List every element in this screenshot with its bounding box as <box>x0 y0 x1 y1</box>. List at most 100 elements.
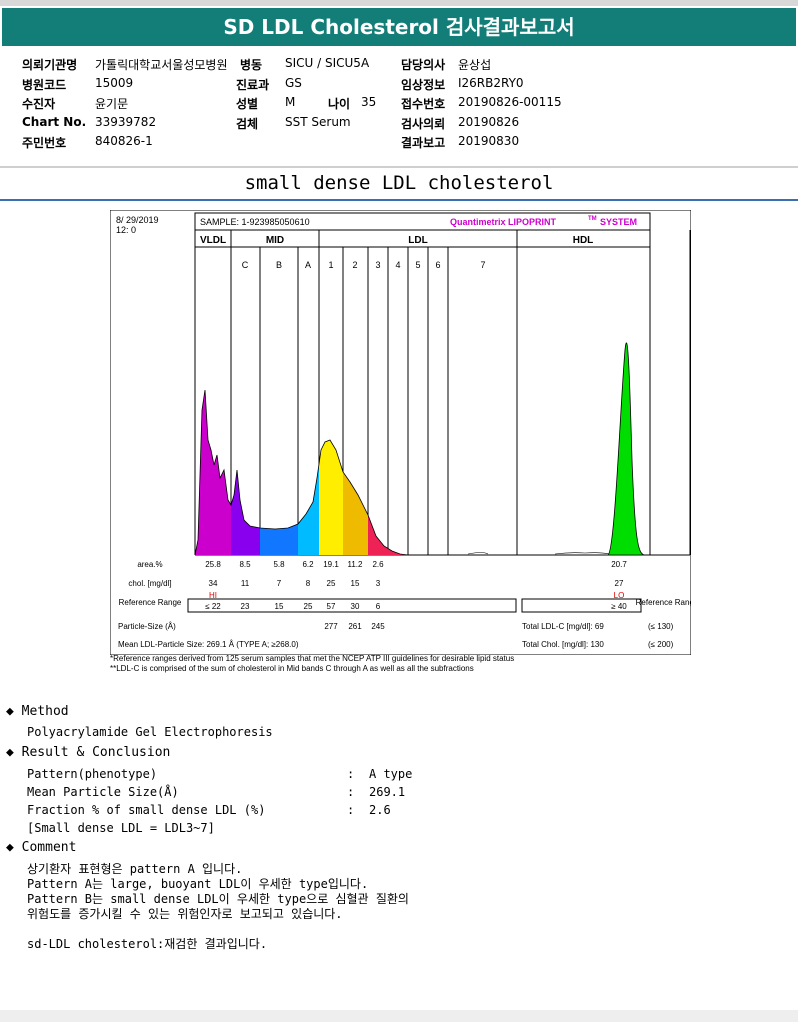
comment-line: 위험도를 증가시킬 수 있는 위험인자로 보고되고 있습니다. <box>27 907 343 921</box>
lipoprint-svg: 8/ 29/2019 12: 0 SAMPLE: 1-923985050610 … <box>109 209 699 656</box>
info-label: 수진자 <box>22 97 56 111</box>
result-note: [Small dense LDL = LDL3~7] <box>27 821 215 835</box>
row-label-ref: Reference Range <box>119 598 182 607</box>
group-label-vldl: VLDL <box>200 235 226 246</box>
ref-value: ≤ 22 <box>205 602 221 611</box>
row-label-area: area.% <box>137 560 162 569</box>
patient-info: 의뢰기관명 가톨릭대학교서울성모병원 병원코드 15009 수진자 윤기문 Ch… <box>0 52 798 162</box>
row-label-psize: Particle-Size (Å) <box>118 622 176 631</box>
info-label: 검사의뢰 <box>401 117 446 131</box>
chol-value: 8 <box>306 579 311 588</box>
info-value: 20190826-00115 <box>458 95 562 109</box>
info-label: 검체 <box>236 117 259 131</box>
area-value: 8.5 <box>239 560 251 569</box>
report-subtitle: small dense LDL cholesterol <box>244 172 554 194</box>
row-label-mean: Mean LDL-Particle Size: 269.1 Å (TYPE A;… <box>118 640 299 649</box>
result-heading: ◆ Result & Conclusion <box>6 745 171 760</box>
info-label: 임상정보 <box>401 78 446 92</box>
ref-value: 23 <box>241 602 250 611</box>
result-value: A type <box>369 767 413 781</box>
info-value: 윤상섭 <box>458 58 492 72</box>
band-label-6: 6 <box>435 260 440 270</box>
result-colon: : <box>347 767 355 781</box>
group-label-hdl: HDL <box>573 235 594 246</box>
trace-mid-a <box>298 464 319 555</box>
info-label: 병원코드 <box>22 78 67 92</box>
trace-vldl <box>195 390 231 555</box>
info-label: 성별 <box>236 97 259 111</box>
result-colon: : <box>347 785 355 799</box>
info-label: 나이 <box>328 97 351 111</box>
info-value: GS <box>285 76 302 90</box>
flag-lo: LO <box>614 591 625 600</box>
info-label: 결과보고 <box>401 136 446 150</box>
area-value: 2.6 <box>372 560 384 569</box>
bottom-bar <box>0 1010 798 1022</box>
info-value: SST Serum <box>285 115 351 129</box>
chol-value: 25 <box>327 579 336 588</box>
brand-system: SYSTEM <box>600 217 637 227</box>
group-label-ldl: LDL <box>408 235 427 246</box>
trace-hdl <box>606 342 645 556</box>
total-chol: Total Chol. [mg/dl]: 130 <box>522 640 604 649</box>
area-value: 11.2 <box>348 560 364 569</box>
area-value: 25.8 <box>205 560 221 569</box>
top-stripe <box>0 0 798 6</box>
info-label: 접수번호 <box>401 97 446 111</box>
trace-mid-c <box>231 470 260 555</box>
trace-ldl2 <box>343 472 368 555</box>
info-label: 병동 <box>240 58 263 72</box>
flag-hi: HI <box>209 591 217 600</box>
ref-box-hdl <box>521 598 642 613</box>
sample-box <box>194 212 651 231</box>
info-label: 주민번호 <box>22 136 67 150</box>
info-value: I26RB2RY0 <box>458 76 524 90</box>
comment-line: Pattern B는 small dense LDL이 우세한 type으로 심… <box>27 892 409 906</box>
group-label-mid: MID <box>266 235 284 246</box>
trace-outline <box>194 389 409 556</box>
info-value: 윤기문 <box>95 97 129 111</box>
result-value: 2.6 <box>369 803 391 817</box>
chol-value: 34 <box>209 579 218 588</box>
data-table: area.% chol. [mg/dl] Reference Range Ref… <box>118 560 699 649</box>
particle-size-value: 277 <box>324 622 338 631</box>
row-label-chol: chol. [mg/dl] <box>128 579 171 588</box>
ref-box-ldl <box>187 598 517 613</box>
result-label: Fraction % of small dense LDL (%) <box>27 803 266 817</box>
info-label: Chart No. <box>22 115 87 129</box>
band-label-4: 4 <box>395 260 400 270</box>
info-value: 840826-1 <box>95 134 153 148</box>
ref-value: ≥ 40 <box>611 602 627 611</box>
band-label-b: B <box>276 260 282 270</box>
chart-date: 8/ 29/2019 <box>116 215 159 225</box>
comment-heading: ◆ Comment <box>6 840 77 855</box>
chol-value: 11 <box>241 579 250 588</box>
comment-line: sd-LDL cholesterol:재검한 결과입니다. <box>27 937 268 951</box>
row-label-ref-right: Reference Range <box>636 598 691 607</box>
info-value: 20190826 <box>458 115 520 129</box>
result-value: 269.1 <box>369 785 406 799</box>
brand-name: Quantimetrix LIPOPRINT <box>450 217 557 227</box>
ref-value: 6 <box>376 602 381 611</box>
lipoprint-chart: 8/ 29/2019 12: 0 SAMPLE: 1-923985050610 … <box>109 209 699 675</box>
total-ldl-ref: (≤ 130) <box>648 622 674 631</box>
method-text: Polyacrylamide Gel Electrophoresis <box>27 725 273 739</box>
comment-line: 상기환자 표현형은 pattern A 입니다. <box>27 862 243 876</box>
trace-mid-b <box>260 524 298 555</box>
chart-notes: *Reference ranges derived from 125 serum… <box>110 654 514 674</box>
band-label-2: 2 <box>352 260 357 270</box>
info-value: 20190830 <box>458 134 520 148</box>
particle-size-value: 261 <box>348 622 362 631</box>
brand-tm: TM <box>588 216 597 222</box>
info-label: 의뢰기관명 <box>22 58 78 72</box>
diamond-icon: ◆ <box>6 840 14 855</box>
comment-line: Pattern A는 large, buoyant LDL이 우세한 type입… <box>27 877 369 891</box>
chart-time: 12: 0 <box>116 225 136 235</box>
info-value: 15009 <box>95 76 134 90</box>
area-value: 20.7 <box>611 560 627 569</box>
chol-value: 15 <box>351 579 360 588</box>
chol-value: 3 <box>376 579 381 588</box>
diamond-icon: ◆ <box>6 745 14 760</box>
info-label: 진료과 <box>236 78 270 92</box>
chart-frame <box>109 209 692 656</box>
